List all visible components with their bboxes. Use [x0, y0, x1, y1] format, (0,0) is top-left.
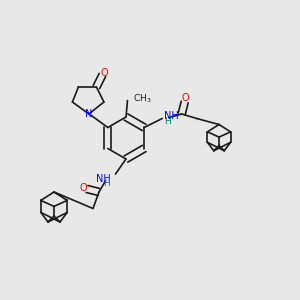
Text: N: N — [85, 109, 93, 119]
Text: O: O — [80, 183, 87, 193]
Text: NH: NH — [164, 111, 178, 121]
Text: H: H — [164, 117, 170, 126]
Text: O: O — [182, 93, 189, 103]
Text: CH$_3$: CH$_3$ — [133, 93, 152, 105]
Text: NH: NH — [96, 173, 110, 184]
Text: H: H — [103, 179, 110, 188]
Text: O: O — [100, 68, 108, 78]
